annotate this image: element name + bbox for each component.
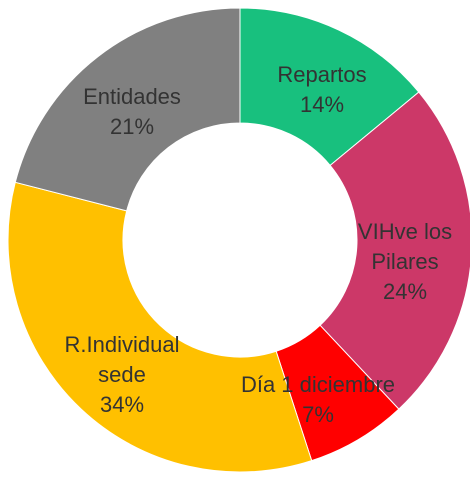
- slice-label: R.Individual sede 34%: [47, 330, 197, 420]
- donut-slice: [239, 7, 420, 167]
- slice-label: Entidades 21%: [62, 82, 202, 142]
- slice-label: Repartos 14%: [257, 60, 387, 120]
- donut-slice: [319, 91, 470, 410]
- category-label: Entidades: [83, 84, 181, 109]
- slice-label: VIHve los Pilares 24%: [355, 217, 455, 307]
- value-label: 21%: [109, 114, 155, 139]
- category-label: VIHve los Pilares: [357, 219, 453, 274]
- value-label: 14%: [299, 92, 345, 117]
- value-label: 34%: [99, 392, 145, 417]
- donut-slice: [7, 181, 313, 473]
- donut-slice: [14, 7, 241, 212]
- category-label: Día 1 diciembre: [240, 372, 396, 397]
- slice-label: Día 1 diciembre 7%: [208, 370, 428, 430]
- value-label: 7%: [302, 402, 334, 427]
- category-label: R.Individual sede: [64, 332, 180, 387]
- value-label: 24%: [382, 279, 428, 304]
- category-label: Repartos: [277, 62, 367, 87]
